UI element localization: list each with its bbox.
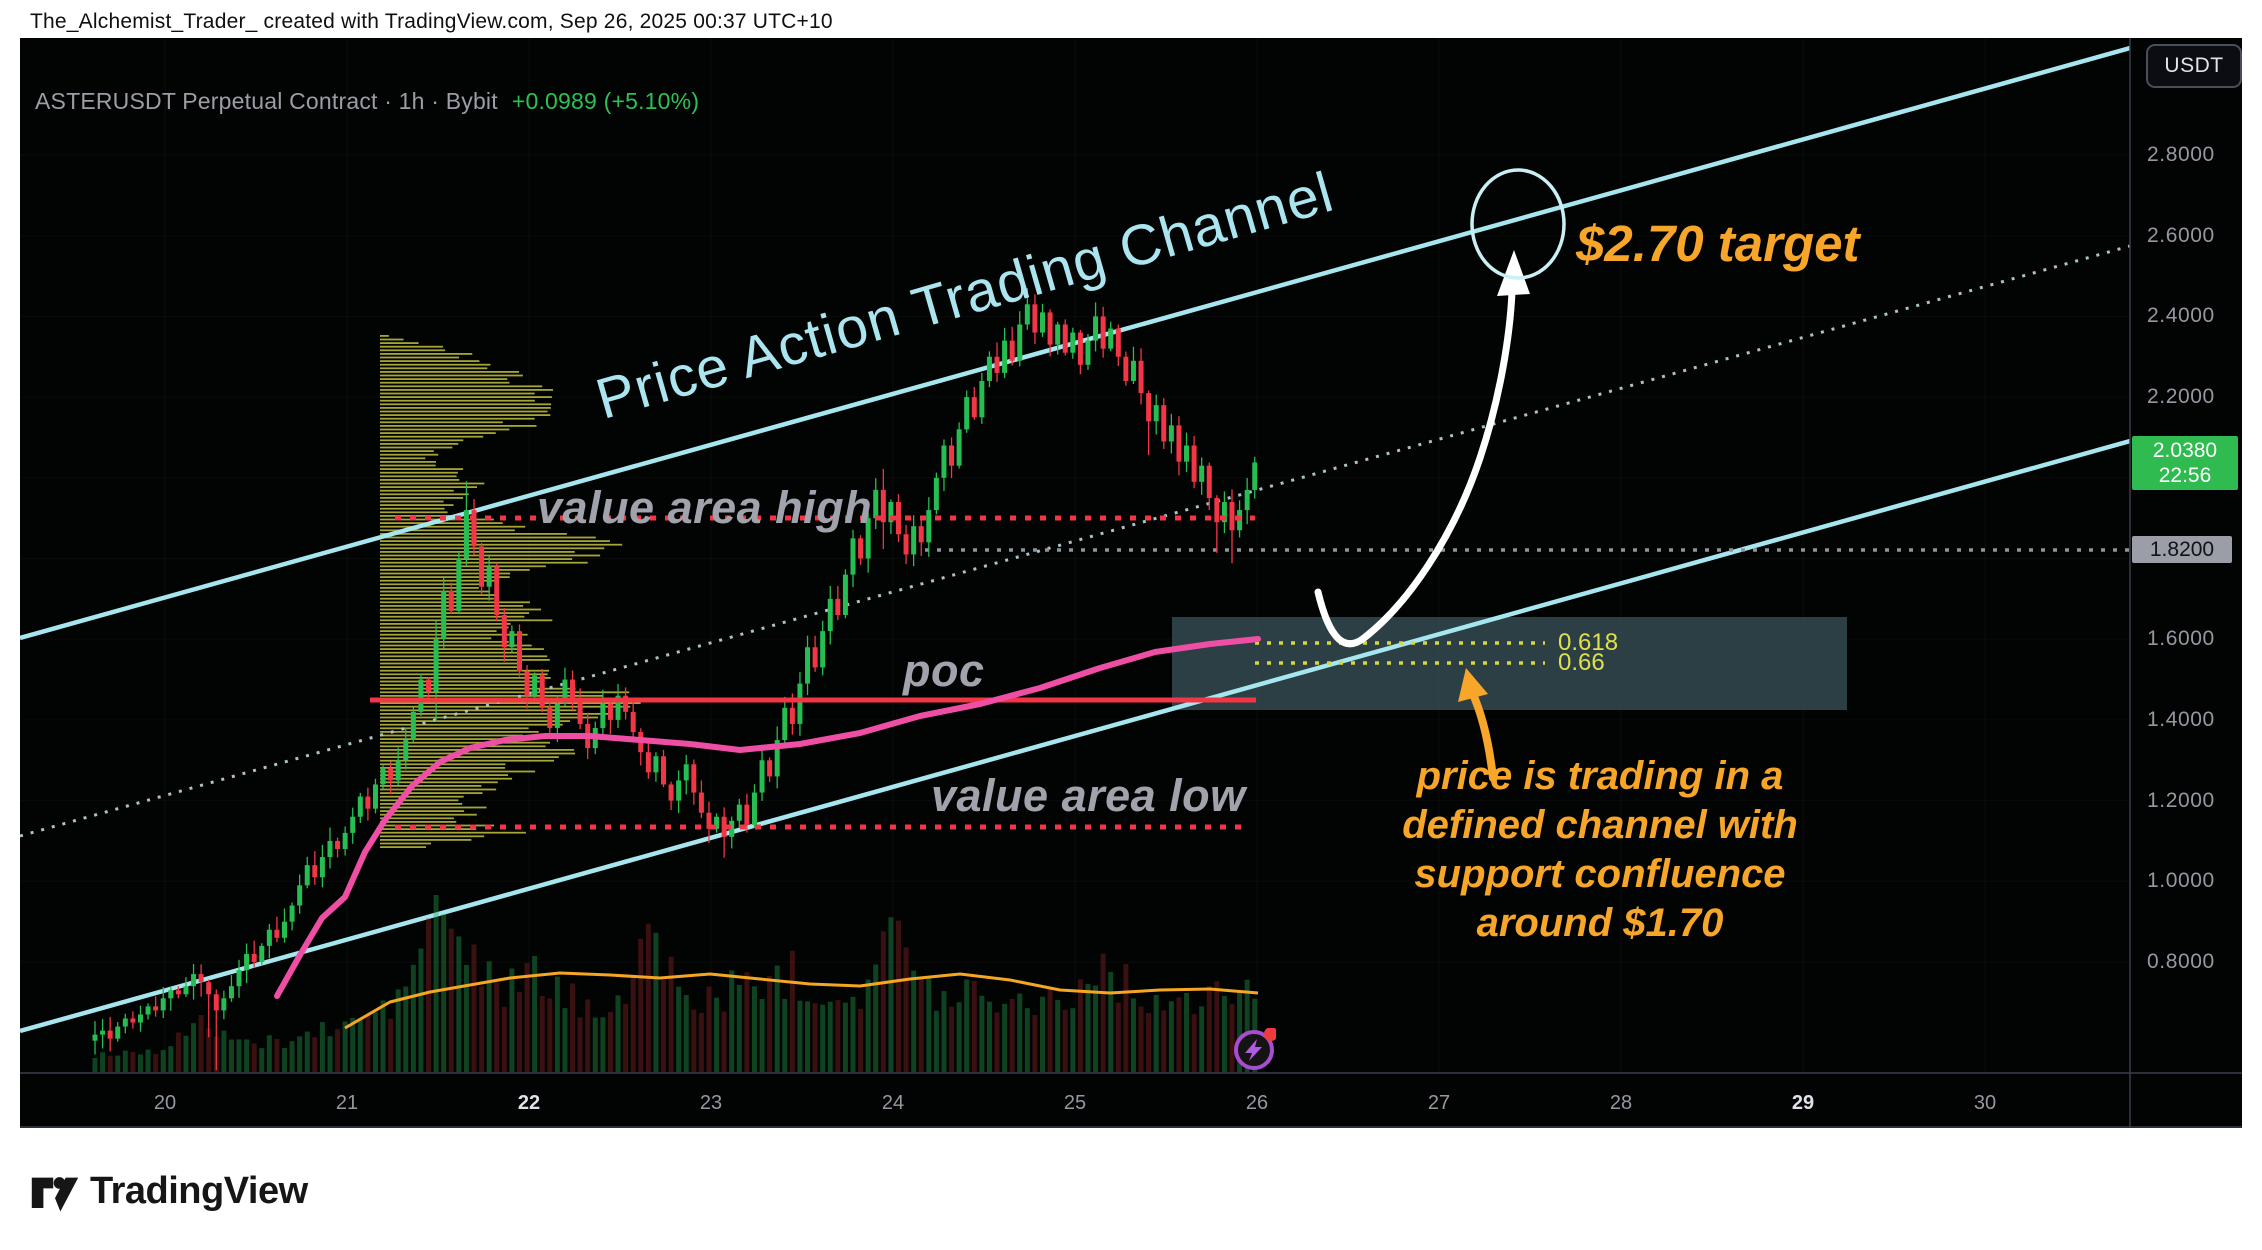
target-arrow xyxy=(1314,288,1516,648)
volume-profile xyxy=(380,335,641,848)
note-arrow-head xyxy=(1458,668,1488,702)
time-tick-24: 24 xyxy=(881,1092,905,1114)
channel-mid-dotted-line xyxy=(20,244,2130,838)
lightning-icon xyxy=(1234,1027,1278,1070)
support-note-label: price is trading in a defined channel wi… xyxy=(1402,754,1798,945)
price-tick-1.2000: 1.2000 xyxy=(2147,788,2215,812)
time-tick-29: 29 xyxy=(1791,1092,1815,1114)
time-tick-27: 27 xyxy=(1427,1092,1451,1114)
volume-ma-line xyxy=(344,971,1259,1030)
time-tick-26: 26 xyxy=(1245,1092,1269,1114)
symbol-title: ASTERUSDT Perpetual Contract · 1h · Bybi… xyxy=(35,88,498,114)
time-tick-22: 22 xyxy=(517,1092,541,1114)
price-tick-1.0000: 1.0000 xyxy=(2147,869,2215,893)
channel-lower-line xyxy=(20,438,2130,1034)
last-price-badge: 2.0380 22:56 xyxy=(2132,436,2238,490)
target-circle xyxy=(1470,168,1566,280)
price-tick-2.8000: 2.8000 xyxy=(2147,143,2215,166)
chart-area[interactable] xyxy=(20,38,2242,1128)
time-tick-28: 28 xyxy=(1609,1092,1633,1114)
price-tick-0.8000: 0.8000 xyxy=(2147,950,2215,973)
candles xyxy=(92,288,1258,1071)
attribution-text: The_Alchemist_Trader_ created with Tradi… xyxy=(30,10,833,33)
fib-66-label: 0.66 xyxy=(1558,649,1605,676)
time-tick-20: 20 xyxy=(153,1092,177,1114)
tradingview-logo[interactable]: TradingView xyxy=(30,1168,308,1214)
note-arrow xyxy=(1468,688,1497,782)
last-price-value: 2.0380 xyxy=(2152,439,2218,462)
symbol-header: ASTERUSDT Perpetual Contract · 1h · Bybi… xyxy=(35,88,699,115)
poc-label: poc xyxy=(903,645,985,696)
time-tick-30: 30 xyxy=(1973,1092,1997,1114)
tradingview-logo-text: TradingView xyxy=(90,1169,308,1212)
tradingview-logo-icon xyxy=(31,1177,79,1212)
price-change: +0.0989 (+5.10%) xyxy=(511,88,700,114)
horizontal-line-price-badge: 1.8200 xyxy=(2132,536,2232,563)
price-tick-2.6000: 2.6000 xyxy=(2147,223,2215,247)
value-area-low-label: value area low xyxy=(931,770,1246,821)
chart-canvas[interactable] xyxy=(20,38,2242,1128)
lightning-widget-icon[interactable] xyxy=(1232,1027,1278,1072)
volume-bars xyxy=(92,894,1258,1072)
price-tick-1.4000: 1.4000 xyxy=(2147,707,2215,731)
time-tick-21: 21 xyxy=(335,1092,359,1114)
value-area-high-label: value area high xyxy=(537,482,873,533)
time-tick-23: 23 xyxy=(699,1092,723,1114)
time-tick-25: 25 xyxy=(1063,1092,1087,1114)
target-price-label: $2.70 target xyxy=(1576,215,1860,272)
price-tick-1.6000: 1.6000 xyxy=(2147,627,2215,651)
target-arrow-head xyxy=(1497,250,1530,296)
bar-countdown: 22:56 xyxy=(2158,464,2212,487)
plot-layer xyxy=(20,45,2130,1072)
currency-toggle-button[interactable]: USDT xyxy=(2146,44,2242,88)
price-tick-2.4000: 2.4000 xyxy=(2147,304,2215,328)
price-tick-2.2000: 2.2000 xyxy=(2147,385,2215,409)
pink-ma-line xyxy=(274,636,1261,999)
fib-618-label: 0.618 xyxy=(1558,629,1619,656)
